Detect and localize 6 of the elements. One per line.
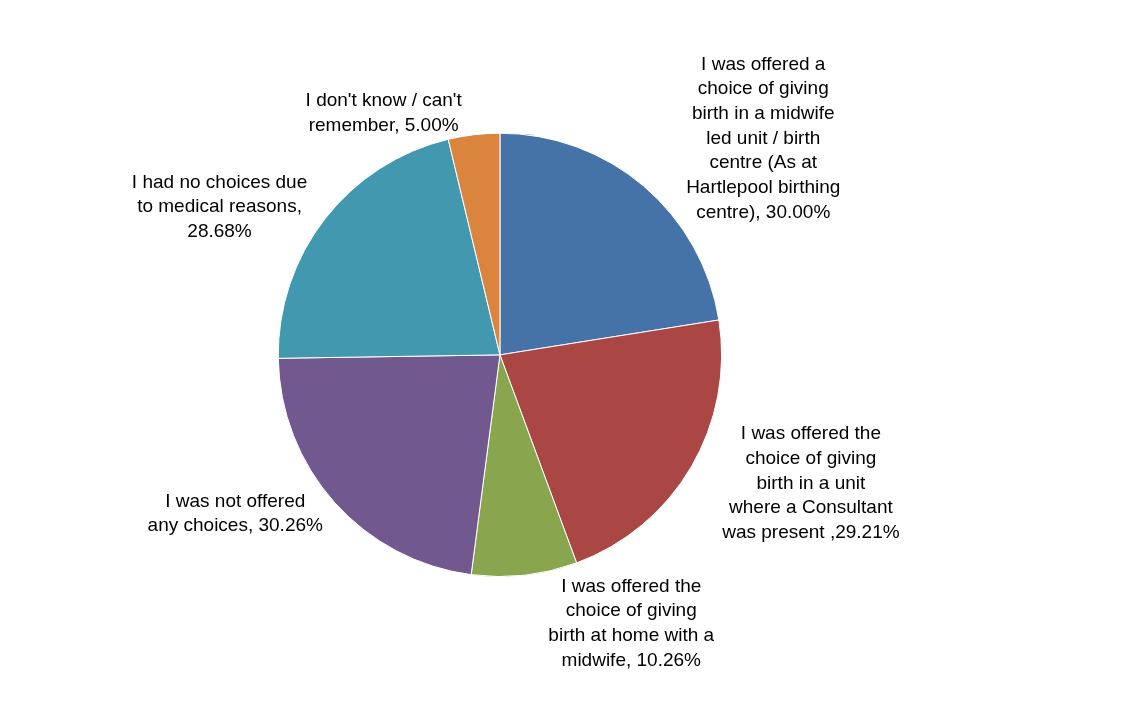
slice-label: I don't know / can't remember, 5.00% xyxy=(305,89,463,136)
slice-label: I was offered the choice of giving birth in a unit where a Consultant was present ,29.21% xyxy=(721,422,900,543)
slice-label: I was offered a choice of giving birth in a midwife led unit / birth centre (As at Hartlepool birthing centre), 30.00% xyxy=(686,52,841,222)
slice-label: I had no choices due to medical reasons, 28.68% xyxy=(131,170,308,241)
slice-label: I was not offered any choices, 30.26% xyxy=(147,489,324,536)
slice-label: I was offered the choice of giving birth at home with a midwife, 10.26% xyxy=(548,574,715,670)
